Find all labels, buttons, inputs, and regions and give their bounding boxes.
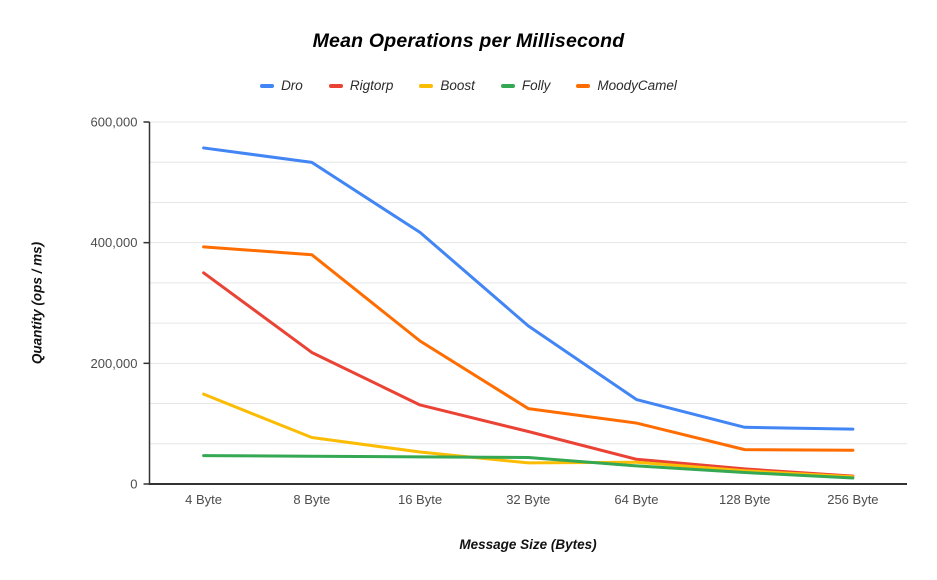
x-axis-title: Message Size (Bytes) (459, 537, 597, 552)
y-tick-label: 0 (130, 477, 137, 492)
legend-swatch-icon (419, 83, 434, 88)
legend-item-folly: Folly (500, 78, 551, 93)
series-line-rigtorp (202, 271, 855, 478)
legend-label: Dro (281, 78, 303, 93)
series-line-folly (202, 454, 855, 480)
x-tick-label: 256 Byte (827, 492, 878, 507)
x-tick-label: 32 Byte (506, 492, 550, 507)
y-tick-label: 600,000 (91, 115, 138, 130)
series-line-dro (202, 146, 855, 431)
y-tick-label: 200,000 (91, 356, 138, 371)
x-tick-label: 16 Byte (398, 492, 442, 507)
x-tick-label: 4 Byte (185, 492, 222, 507)
chart-title: Mean Operations per Millisecond (312, 30, 625, 52)
legend-label: Rigtorp (349, 78, 394, 93)
legend-swatch-icon (328, 83, 343, 88)
legend-swatch-icon (500, 83, 515, 88)
legend-item-dro: Dro (260, 78, 303, 93)
legend-item-rigtorp: Rigtorp (328, 78, 394, 93)
series-line-moodycamel (202, 245, 855, 452)
legend: Dro Rigtorp Boost Folly MoodyCamel (0, 78, 937, 93)
legend-swatch-icon (260, 83, 275, 88)
legend-label: Boost (440, 78, 475, 93)
legend-item-moodycamel: MoodyCamel (576, 78, 677, 93)
x-tick-label: 128 Byte (719, 492, 770, 507)
x-tick-label: 8 Byte (293, 492, 330, 507)
legend-label: MoodyCamel (597, 78, 677, 93)
legend-label: Folly (521, 78, 551, 93)
series-line-boost (202, 392, 855, 479)
x-tick-label: 64 Byte (614, 492, 658, 507)
y-tick-label: 400,000 (91, 235, 138, 250)
y-axis-title: Quantity (ops / ms) (29, 241, 45, 365)
legend-swatch-icon (576, 83, 591, 88)
legend-item-boost: Boost (419, 78, 475, 93)
